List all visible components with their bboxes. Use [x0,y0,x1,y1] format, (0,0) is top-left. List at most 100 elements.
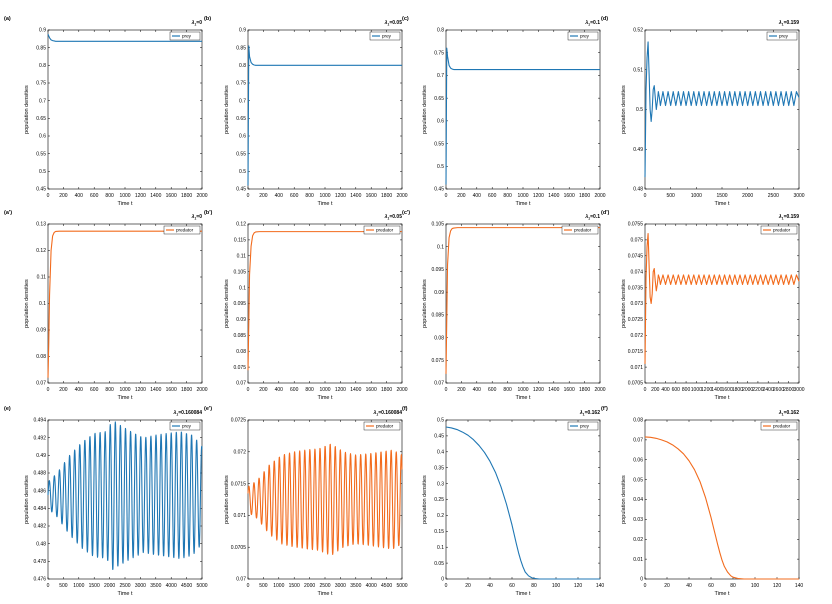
x-tick-label: 0 [247,583,250,589]
y-axis-label: population densities [224,279,230,328]
panel-e: 0 500 1000 1500 2000 2500 3000 3500 4000 4500 5000… [4,406,208,597]
parameter-symbol: λ [584,214,588,220]
x-tick-label: 2000 [196,387,207,393]
parameter-value: =0.05 [389,20,402,26]
y-tick-label: 0.45 [36,187,46,193]
x-tick-label: 40 [487,583,493,589]
x-axis-label: Time t [515,591,531,597]
y-tick-label: 0.48 [633,187,643,193]
x-tick-label: 1600 [564,387,575,393]
legend-label: prey [779,34,789,39]
y-tick-label: 0.482 [33,524,46,530]
x-tick-label: 400 [275,193,284,199]
plot-frame [644,29,800,190]
panel-label: (c) [402,16,409,22]
y-tick-label: 0.52 [633,28,643,34]
y-tick-label: 0.5 [39,169,46,175]
y-tick-label: 0.65 [36,116,46,122]
y-tick-label: 0.09 [36,328,46,334]
y-tick-label: 0.5 [239,169,246,175]
x-tick-label: 80 [730,583,736,589]
series-line-predator [445,227,600,374]
parameter-label: λ1=0.05 [384,214,403,221]
parameter-value: =0 [196,214,202,220]
x-tick-label: 1400 [548,193,559,199]
x-axis-label: Time t [714,591,730,597]
y-axis-label: population densities [422,279,428,328]
x-tick-label: 4000 [366,583,377,589]
y-tick-label: 0.0715 [628,349,644,355]
x-tick-label: 2000 [396,387,407,393]
x-tick-label: 0 [47,387,50,393]
x-tick-label: 600 [672,387,681,393]
y-tick-label: 0.0705 [628,381,644,387]
y-tick-label: 0.0755 [628,222,644,228]
y-tick-label: 0.11 [237,254,247,260]
y-tick-label: 0.488 [33,471,46,477]
parameter-subscript: 1 [176,413,178,417]
legend-box [169,31,201,41]
y-tick-label: 0.072 [630,333,643,339]
x-tick-label: 140 [596,583,605,589]
x-tick-label: 0 [445,583,448,589]
y-tick-label: 0.0725 [628,317,644,323]
y-tick-label: 0.071 [233,513,246,519]
series-line-prey [47,34,202,42]
y-tick-label: 0.9 [39,28,46,34]
y-tick-label: 0.085 [233,333,246,339]
y-tick-label: 0.65 [434,96,444,102]
x-tick-label: 2200 [752,387,763,393]
x-tick-label: 0 [644,583,647,589]
x-tick-label: 800 [682,387,691,393]
x-tick-label: 2000 [196,193,207,199]
x-axis-label: Time t [117,201,133,207]
x-tick-label: 1800 [732,387,743,393]
y-tick-label: 0.09 [236,317,246,323]
x-tick-label: 200 [457,193,466,199]
x-tick-label: 400 [473,193,482,199]
x-tick-label: 400 [75,387,84,393]
series-line-predator [644,436,799,580]
y-axis-label: population densities [24,279,30,328]
parameter-label: λ1=0.1 [584,20,600,27]
y-tick-label: 0.476 [33,577,46,583]
y-tick-label: 0.085 [431,313,444,319]
parameter-value: =0.05 [389,214,402,220]
legend-label: prey [382,34,392,39]
x-tick-label: 0 [47,583,50,589]
parameter-symbol: λ [372,410,376,416]
x-tick-label: 400 [661,387,670,393]
x-tick-label: 0 [644,387,647,393]
x-tick-label: 2500 [319,583,330,589]
parameter-label: λ1=0.1 [584,214,600,221]
x-tick-label: 1600 [366,387,377,393]
parameter-symbol: λ [778,214,782,220]
y-tick-label: 0.0745 [628,254,644,260]
y-tick-label: 0.1 [437,244,444,250]
x-tick-label: 1000 [119,193,130,199]
y-tick-label: 0.0715 [231,481,247,487]
x-tick-label: 1400 [150,193,161,199]
plot-frame [47,223,203,384]
y-tick-label: 0.49 [633,147,643,153]
x-tick-label: 800 [503,193,512,199]
x-tick-label: 2000 [594,387,605,393]
parameter-value: =0.1 [590,20,600,26]
x-tick-label: 0 [247,387,250,393]
legend-label: prey [580,34,590,39]
y-tick-label: 0.105 [431,222,444,228]
x-tick-label: 800 [105,387,114,393]
parameter-label: λ1=0.162 [778,410,799,417]
x-tick-label: 1200 [135,387,146,393]
panel-label: (b') [204,210,212,216]
y-tick-label: 0.55 [434,141,444,147]
legend-box [369,31,401,41]
x-tick-label: 3000 [135,583,146,589]
parameter-symbol: λ [584,20,588,26]
parameter-symbol: λ [384,20,388,26]
x-axis-label: Time t [515,395,531,401]
x-tick-label: 2000 [104,583,115,589]
x-tick-label: 600 [90,387,99,393]
panel-label: (c') [402,210,410,216]
x-tick-label: 2500 [768,193,779,199]
